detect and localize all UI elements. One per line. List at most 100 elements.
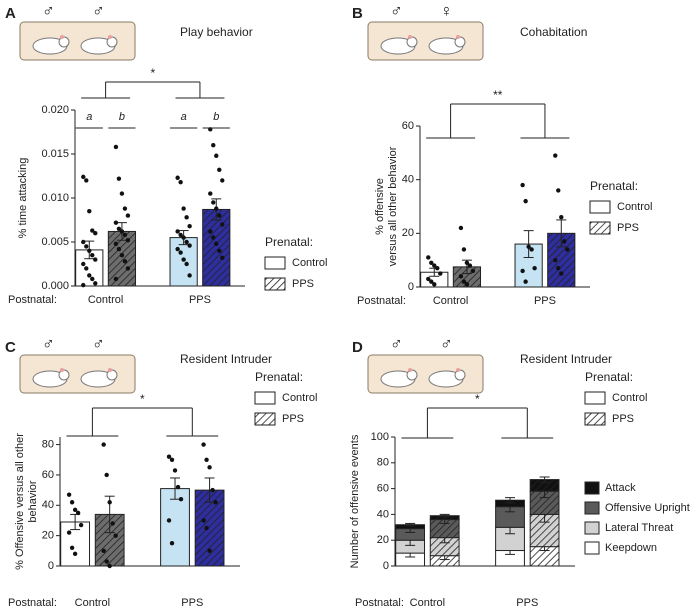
y-tick-label: 80 [42, 438, 54, 450]
data-point [72, 507, 78, 513]
significance: ** [493, 88, 503, 102]
group-letter: a [86, 111, 92, 123]
data-point [87, 273, 92, 278]
data-point [458, 274, 464, 279]
data-point [169, 457, 175, 462]
data-point [75, 510, 81, 516]
y-tick-label: 20 [42, 530, 54, 542]
x-axis-title: Postnatal: [357, 295, 406, 307]
data-point [113, 276, 119, 282]
mouse-head [454, 36, 466, 48]
sex-icon: ♂ [92, 334, 105, 353]
y-axis-label: versus all other behavior [387, 146, 399, 266]
data-point [429, 279, 434, 284]
data-point [204, 457, 209, 462]
legend-label: Keepdown [605, 542, 657, 554]
data-point [90, 228, 95, 233]
mouse-ear [108, 368, 112, 372]
chart-title: Cohabitation [520, 25, 587, 39]
legend-swatch [584, 501, 600, 515]
data-point [426, 255, 431, 260]
data-point [69, 500, 75, 505]
sex-icon: ♂ [390, 334, 403, 353]
data-point [553, 153, 558, 158]
y-tick-label: 40 [377, 508, 389, 520]
bar [160, 488, 190, 567]
legend-swatch [254, 412, 276, 426]
significance: * [140, 392, 145, 406]
data-point [559, 271, 564, 276]
mouse-ear [408, 35, 412, 39]
chart-title: Resident Intruder [180, 352, 272, 366]
data-point [72, 551, 78, 557]
data-point [87, 209, 92, 214]
mouse-ear [456, 368, 460, 372]
legend-title: Prenatal: [585, 370, 633, 384]
y-tick-label: 0 [383, 560, 389, 572]
sex-icon: ♂ [440, 334, 453, 353]
data-point [526, 244, 531, 249]
mouse-ear [408, 368, 412, 372]
legend-swatch [584, 391, 606, 405]
data-point [461, 279, 467, 284]
data-point [464, 282, 470, 287]
data-point [178, 250, 183, 255]
legend-title: Prenatal: [265, 235, 313, 249]
panel-letter: C [5, 339, 16, 356]
data-point [116, 226, 122, 231]
data-point [116, 246, 122, 252]
mouse-head [106, 369, 118, 381]
sex-icon: ♂ [92, 1, 105, 20]
mouse-head [106, 36, 118, 48]
data-point [93, 257, 98, 262]
data-point [81, 282, 86, 288]
data-point [107, 563, 112, 569]
legend-swatch [589, 221, 611, 235]
data-point [84, 266, 89, 271]
legend-swatch [264, 256, 286, 270]
data-point [213, 500, 218, 505]
data-point [559, 215, 564, 220]
y-tick-label: 0.000 [41, 280, 69, 292]
data-point [438, 271, 443, 276]
legend-swatch [589, 200, 611, 214]
data-point [461, 247, 467, 252]
data-point [122, 206, 128, 211]
y-tick-label: 80 [377, 457, 389, 469]
data-point [565, 247, 570, 252]
chart-title: Play behavior [180, 25, 253, 39]
data-point [211, 143, 216, 148]
data-point [220, 222, 225, 227]
data-point [204, 525, 209, 531]
bar [75, 249, 104, 287]
y-tick-label: 0.020 [41, 104, 69, 116]
legend-label: Attack [605, 482, 636, 494]
data-point [90, 253, 95, 258]
data-point [178, 497, 184, 502]
x-axis-title: Postnatal: [355, 597, 404, 608]
data-point [125, 213, 131, 218]
data-point [211, 200, 216, 205]
data-point [87, 248, 92, 253]
data-point [217, 213, 222, 218]
data-point [125, 238, 131, 243]
data-point [178, 179, 183, 185]
data-point [125, 266, 131, 271]
y-tick-label: 0.015 [41, 148, 69, 160]
data-point [110, 521, 115, 526]
y-tick-label: 60 [402, 120, 414, 132]
data-point [214, 206, 219, 211]
x-tick-label: Control [433, 295, 468, 307]
data-point [556, 266, 561, 271]
sex-icon: ♂ [390, 1, 403, 20]
data-point [166, 454, 172, 459]
mouse-head [58, 36, 70, 48]
data-point [208, 191, 213, 196]
legend-label: PPS [292, 278, 314, 290]
y-tick-label: 0.010 [41, 192, 69, 204]
mouse-head [454, 369, 466, 381]
data-point [119, 229, 125, 234]
data-point [175, 175, 180, 180]
y-axis-label: % time attacking [17, 158, 29, 239]
